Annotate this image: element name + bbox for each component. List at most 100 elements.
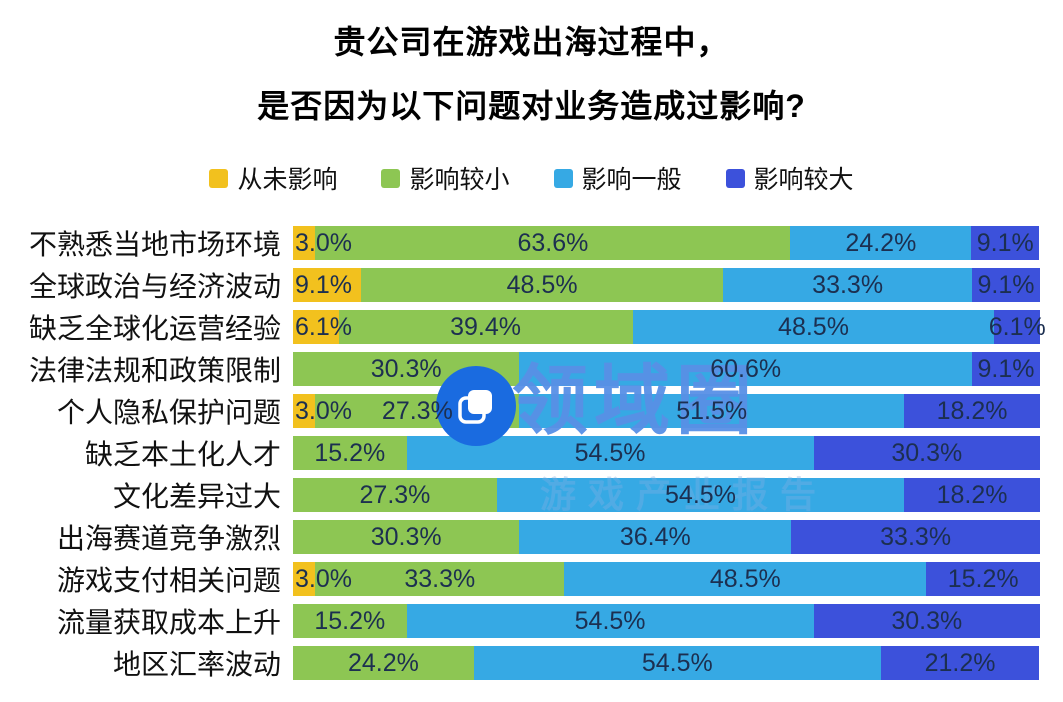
segment-value-label: 24.2% — [347, 648, 419, 677]
legend-swatch-moderate — [553, 168, 573, 188]
legend-item-major: 影响较大 — [725, 160, 854, 196]
bar-segment-minor: 15.2% — [293, 604, 407, 638]
bar-segment-minor: 48.5% — [360, 268, 724, 302]
segment-value-label: 33.3% — [404, 564, 476, 593]
segment-value-label: 54.5% — [641, 648, 713, 677]
segment-value-label: 60.6% — [710, 354, 782, 383]
bar-segment-major: 33.3% — [791, 520, 1040, 554]
chart-row: 缺乏本土化人才 15.2% 54.5% 30.3% — [0, 436, 1040, 470]
bar-track: 15.2% 54.5% 30.3% — [293, 604, 1040, 638]
row-label: 不熟悉当地市场环境 — [28, 229, 281, 260]
segment-value-label: 9.1% — [977, 354, 1035, 383]
bar-segment-moderate: 24.2% — [790, 226, 972, 260]
segment-value-label: 54.5% — [665, 480, 736, 509]
bar-segment-moderate: 54.5% — [496, 478, 905, 512]
row-label: 缺乏本土化人才 — [84, 439, 281, 470]
bar-segment-major: 30.3% — [813, 436, 1040, 470]
bar-segment-major: 9.1% — [971, 226, 1040, 260]
row-label: 地区汇率波动 — [112, 649, 281, 680]
bar-segment-major: 6.1% — [989, 310, 1046, 344]
row-label: 个人隐私保护问题 — [56, 397, 281, 428]
segment-value-label: 15.2% — [947, 564, 1019, 593]
segment-value-label: 33.3% — [812, 270, 884, 299]
chart-title-line2: 是否因为以下问题对业务造成过影响? — [257, 88, 806, 124]
legend-item-never: 从未影响 — [209, 160, 337, 196]
bar-track: 15.2% 54.5% 30.3% — [293, 436, 1040, 470]
chart-row: 流量获取成本上升 15.2% 54.5% 30.3% — [0, 604, 1040, 638]
segment-value-label: 54.5% — [574, 606, 646, 635]
segment-value-label: 9.1% — [977, 270, 1035, 299]
row-label: 全球政治与经济波动 — [28, 271, 281, 302]
segment-value-label: 27.3% — [359, 480, 431, 509]
segment-value-label: 21.2% — [924, 648, 996, 677]
bar-segment-moderate: 54.5% — [406, 604, 814, 638]
segment-value-label: 48.5% — [778, 312, 849, 341]
bar-segment-minor: 33.3% — [315, 562, 565, 596]
bar-segment-minor: 27.3% — [293, 478, 497, 512]
chart-title-line1: 贵公司在游戏出海过程中， — [333, 24, 730, 60]
legend-label: 从未影响 — [237, 166, 338, 194]
bar-segment-major: 18.2% — [904, 478, 1040, 512]
bar-segment-moderate: 54.5% — [406, 436, 814, 470]
bar-track: 3.0% 63.6% 24.2% 9.1% — [293, 226, 1040, 260]
segment-value-label: 3.0% — [295, 396, 352, 425]
bar-segment-major: 18.2% — [904, 394, 1040, 428]
legend-item-moderate: 影响一般 — [553, 160, 682, 196]
bar-track: 3.0% 33.3% 48.5% 15.2% — [293, 562, 1040, 596]
bar-segment-minor: 30.3% — [293, 520, 520, 554]
segment-value-label: 15.2% — [314, 438, 386, 467]
chart-row: 文化差异过大 27.3% 54.5% 18.2% — [0, 478, 1040, 512]
segment-value-label: 48.5% — [709, 564, 781, 593]
segment-value-label: 33.3% — [880, 522, 952, 551]
segment-value-label: 6.1% — [988, 312, 1046, 341]
segment-value-label: 30.3% — [891, 438, 963, 467]
segment-value-label: 6.1% — [295, 312, 352, 341]
legend-swatch-minor — [381, 168, 401, 188]
bar-segment-minor: 63.6% — [315, 226, 791, 260]
legend-item-minor: 影响较小 — [381, 160, 510, 196]
bar-segment-moderate: 48.5% — [632, 310, 995, 344]
bar-segment-major: 21.2% — [880, 646, 1040, 680]
bar-segment-moderate: 48.5% — [564, 562, 927, 596]
bar-segment-never: 3.0% — [293, 562, 352, 596]
legend-swatch-never — [209, 168, 229, 188]
row-label: 游戏支付相关问题 — [56, 565, 281, 596]
row-label: 法律法规和政策限制 — [28, 355, 281, 386]
chart-row: 不熟悉当地市场环境 3.0% 63.6% 24.2% 9.1% — [0, 226, 1040, 260]
segment-value-label: 15.2% — [314, 606, 386, 635]
segment-value-label: 30.3% — [370, 354, 442, 383]
bar-segment-minor: 39.4% — [338, 310, 633, 344]
bar-segment-minor: 24.2% — [293, 646, 474, 680]
bar-track: 30.3% 60.6% 9.1% — [293, 352, 1040, 386]
bar-segment-major: 30.3% — [813, 604, 1040, 638]
legend-label: 影响较小 — [409, 166, 510, 194]
row-label: 流量获取成本上升 — [56, 607, 281, 638]
bar-segment-never: 3.0% — [293, 226, 352, 260]
bar-segment-never: 6.1% — [293, 310, 352, 344]
chart-row: 全球政治与经济波动 9.1% 48.5% 33.3% 9.1% — [0, 268, 1040, 302]
chart-title: 贵公司在游戏出海过程中， 是否因为以下问题对业务造成过影响? — [0, 0, 1063, 126]
segment-value-label: 3.0% — [295, 228, 352, 257]
bar-segment-minor: 15.2% — [293, 436, 407, 470]
bar-segment-never: 3.0% — [293, 394, 352, 428]
segment-value-label: 30.3% — [891, 606, 963, 635]
row-label: 缺乏全球化运营经验 — [28, 313, 281, 344]
chart-row: 缺乏全球化运营经验 6.1% 39.4% 48.5% 6.1% — [0, 310, 1046, 344]
bar-track: 27.3% 54.5% 18.2% — [293, 478, 1040, 512]
bar-segment-moderate: 36.4% — [519, 520, 792, 554]
segment-value-label: 18.2% — [936, 480, 1008, 509]
bar-track: 9.1% 48.5% 33.3% 9.1% — [293, 268, 1040, 302]
chart-row: 法律法规和政策限制 30.3% 60.6% 9.1% — [0, 352, 1040, 386]
segment-value-label: 54.5% — [574, 438, 646, 467]
bar-track: 30.3% 36.4% 33.3% — [293, 520, 1040, 554]
segment-value-label: 39.4% — [450, 312, 521, 341]
bar-segment-major: 9.1% — [972, 352, 1040, 386]
bar-segment-never: 9.1% — [293, 268, 361, 302]
bar-segment-moderate: 60.6% — [519, 352, 972, 386]
bar-track: 3.0% 27.3% 51.5% 18.2% — [293, 394, 1040, 428]
segment-value-label: 36.4% — [619, 522, 691, 551]
row-label: 出海赛道竞争激烈 — [56, 523, 281, 554]
bar-segment-moderate: 54.5% — [473, 646, 881, 680]
bar-segment-minor: 30.3% — [293, 352, 520, 386]
